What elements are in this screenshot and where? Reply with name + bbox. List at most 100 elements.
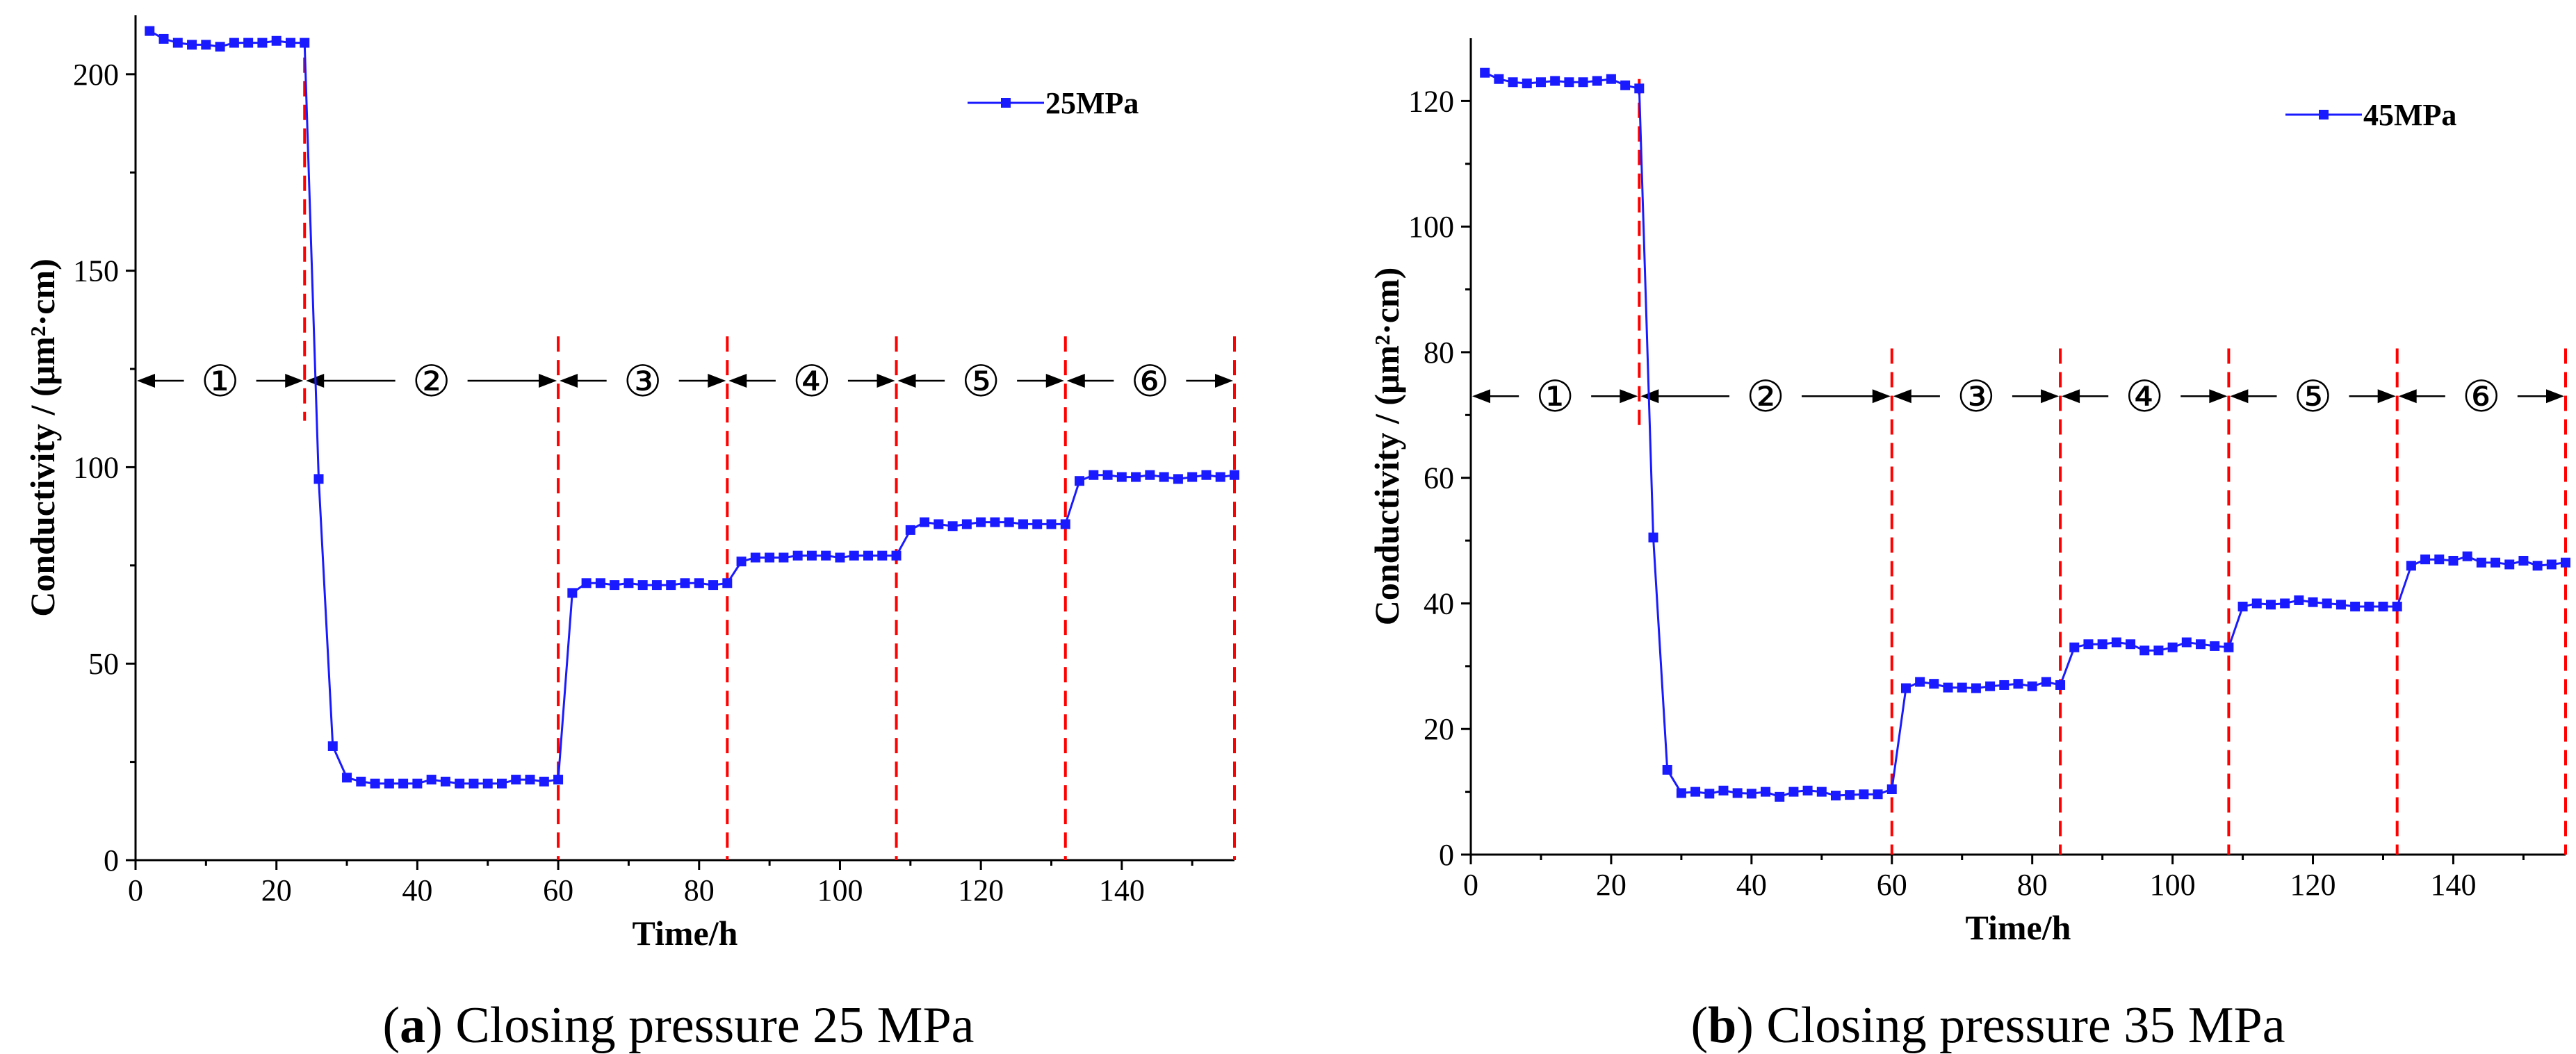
- data-point: [2378, 601, 2388, 611]
- stage-label: ③: [623, 356, 662, 406]
- x-tick-label: 40: [1736, 868, 1767, 902]
- x-tick-label: 60: [543, 873, 573, 907]
- data-point: [2518, 556, 2529, 566]
- data-point: [1662, 764, 1672, 775]
- data-point: [2406, 561, 2416, 571]
- data-point: [920, 517, 930, 527]
- data-point: [1999, 680, 2010, 690]
- chart-panel-a: 0 20 40 60 80 100 120 140 0 50 100 150 200 Time/h Cond…: [23, 15, 1239, 953]
- stage-arrow-head-right: [2209, 389, 2228, 404]
- series-line: [149, 30, 1235, 785]
- data-point: [1831, 791, 1841, 801]
- y-tick-label: 100: [1408, 210, 1454, 244]
- stage-arrow-head-left: [728, 373, 747, 388]
- data-point: [708, 580, 719, 591]
- stage-arrow-head-right: [1620, 389, 1638, 404]
- data-point: [2491, 557, 2501, 568]
- stage-label: ①: [201, 356, 240, 406]
- legend-label: 45MPa: [2363, 98, 2456, 132]
- data-point: [2083, 639, 2094, 650]
- data-point: [1985, 681, 1996, 691]
- data-point: [2335, 600, 2346, 610]
- data-point: [1046, 519, 1057, 529]
- x-tick-label: 80: [2017, 868, 2048, 902]
- stage-arrow-head-left: [897, 373, 916, 388]
- stage-arrow-head-right: [1045, 373, 1064, 388]
- stage-label: ①: [1535, 371, 1574, 422]
- data-point: [2013, 679, 2023, 689]
- x-tick-label: 0: [128, 873, 143, 907]
- stage-label: ⑤: [2294, 371, 2333, 422]
- data-point: [990, 517, 1000, 527]
- data-point: [2097, 639, 2108, 650]
- y-axis-title: Conductivity / (μm²·cm): [1367, 267, 1406, 626]
- data-point: [595, 578, 605, 588]
- data-point: [1634, 83, 1645, 94]
- stage-arrow-head-right: [285, 373, 304, 388]
- data-point: [201, 40, 211, 50]
- data-point: [2237, 601, 2248, 611]
- x-tick-label: 100: [2150, 868, 2196, 902]
- y-tick-label: 60: [1424, 461, 1454, 495]
- x-tick-label: 140: [2430, 868, 2476, 902]
- legend-label: 25MPa: [1045, 86, 1139, 120]
- data-point: [1075, 476, 1085, 486]
- data-point: [1761, 787, 1771, 797]
- stage-arrow-head-left: [137, 373, 155, 388]
- data-point: [2322, 598, 2332, 609]
- data-point: [863, 550, 873, 561]
- y-tick-label: 80: [1424, 336, 1454, 370]
- data-point: [300, 38, 310, 48]
- x-tick-label: 100: [817, 873, 863, 907]
- stage-arrow-head-right: [2546, 389, 2564, 404]
- data-point: [313, 474, 324, 484]
- data-point: [1788, 787, 1799, 797]
- data-point: [1131, 472, 1141, 482]
- data-point: [1145, 470, 1155, 480]
- data-point: [468, 778, 479, 789]
- data-point: [2420, 554, 2431, 565]
- data-point: [1116, 472, 1127, 482]
- stage-arrow-head-right: [708, 373, 726, 388]
- data-point: [1215, 472, 1225, 482]
- data-point: [539, 776, 549, 787]
- data-point: [2462, 551, 2472, 561]
- data-point: [1886, 784, 1897, 794]
- data-point: [1620, 80, 1631, 90]
- data-point: [581, 578, 592, 588]
- stage-label: ②: [412, 356, 451, 406]
- data-point: [567, 588, 578, 598]
- x-tick-label: 0: [1463, 868, 1478, 902]
- y-tick-label: 0: [104, 843, 119, 878]
- caption-a-text: Closing pressure 25 MPa: [455, 997, 974, 1054]
- data-point: [356, 776, 366, 787]
- data-point: [1004, 517, 1014, 527]
- data-point: [2167, 642, 2178, 652]
- stage-arrow-head-left: [2398, 389, 2417, 404]
- stage-label: ⑥: [1131, 356, 1170, 406]
- data-point: [1018, 519, 1028, 529]
- data-point: [1676, 788, 1686, 798]
- stage-arrow-head-right: [2377, 389, 2396, 404]
- x-tick-label: 80: [684, 873, 715, 907]
- data-point: [1859, 789, 1869, 800]
- data-point: [1522, 79, 1532, 89]
- data-point: [2308, 597, 2318, 607]
- data-point: [2546, 559, 2557, 570]
- stage-arrow-head-left: [1066, 373, 1085, 388]
- data-point: [1915, 677, 1925, 687]
- stage-arrow-head-left: [1472, 389, 1490, 404]
- data-point: [440, 776, 450, 787]
- data-point: [2126, 639, 2136, 650]
- x-axis-title: Time/h: [633, 914, 738, 953]
- data-point: [1578, 77, 1588, 88]
- data-point: [1159, 472, 1169, 482]
- data-point: [976, 517, 986, 527]
- x-tick-label: 40: [402, 873, 432, 907]
- data-point: [934, 519, 944, 529]
- data-point: [342, 773, 352, 783]
- data-point: [2069, 642, 2080, 652]
- caption-a: (a) Closing pressure 25 MPa: [383, 997, 975, 1054]
- data-point: [778, 552, 789, 563]
